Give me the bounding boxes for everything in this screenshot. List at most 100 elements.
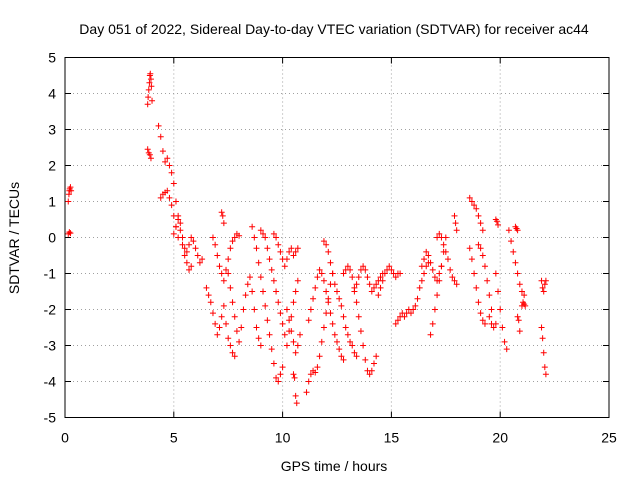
data-point [181, 245, 188, 252]
data-point [275, 378, 282, 385]
data-point [257, 227, 264, 234]
data-point [516, 328, 523, 335]
data-point [481, 320, 488, 327]
data-point [512, 259, 519, 266]
data-point [340, 313, 347, 320]
data-point [353, 299, 360, 306]
data-point [477, 310, 484, 317]
data-point [172, 223, 179, 230]
data-point [273, 288, 280, 295]
series-arc-10 [218, 209, 227, 227]
data-point [275, 241, 282, 248]
data-point [493, 218, 500, 225]
data-point [286, 248, 293, 255]
data-point [490, 324, 497, 331]
series-arc-5 [155, 122, 195, 273]
data-point [492, 270, 499, 277]
series-arc-37 [518, 299, 529, 309]
data-point [538, 324, 545, 331]
y-tick-label: -2 [44, 302, 57, 318]
data-point [281, 331, 288, 338]
data-point [170, 180, 177, 187]
data-point [305, 378, 312, 385]
y-tick-label: -1 [44, 266, 57, 282]
data-point [277, 310, 284, 317]
data-point [434, 292, 441, 299]
x-tick-label: 5 [170, 430, 178, 446]
data-point [331, 281, 338, 288]
y-axis-title: SDTVAR / TECUs [6, 182, 22, 294]
data-point [231, 353, 238, 360]
data-point [279, 320, 286, 327]
data-point [207, 299, 214, 306]
data-point [290, 338, 297, 345]
x-tick-label: 25 [601, 430, 617, 446]
data-point [541, 281, 548, 288]
data-point [514, 313, 521, 320]
grid-lines [65, 57, 609, 418]
data-point [418, 263, 425, 270]
series-arc-16 [290, 371, 300, 407]
data-point [218, 270, 225, 277]
data-point [355, 274, 362, 281]
data-point [294, 342, 301, 349]
series-arc-21 [351, 263, 386, 295]
data-point [340, 356, 347, 363]
data-point [466, 194, 473, 201]
data-point [347, 338, 354, 345]
data-point [381, 270, 388, 277]
series-arc-11 [225, 270, 264, 349]
data-point [255, 335, 262, 342]
data-point [183, 248, 190, 255]
data-point [416, 284, 423, 291]
data-point [518, 288, 525, 295]
data-point [366, 371, 373, 378]
data-point [368, 288, 375, 295]
y-tick-label: -5 [44, 410, 57, 426]
data-point [410, 306, 417, 313]
data-point [436, 277, 443, 284]
data-point [186, 241, 193, 248]
data-point [388, 266, 395, 273]
y-tick-label: 4 [48, 86, 56, 102]
data-point [477, 220, 484, 227]
data-point [146, 151, 153, 158]
data-point [212, 241, 219, 248]
data-point [209, 234, 216, 241]
data-point [199, 256, 206, 263]
data-point [429, 320, 436, 327]
data-point [392, 274, 399, 281]
data-point [266, 331, 273, 338]
data-point [266, 256, 273, 263]
data-point [508, 238, 515, 245]
data-point [183, 259, 190, 266]
data-point [179, 241, 186, 248]
data-point [379, 277, 386, 284]
data-point [231, 234, 238, 241]
data-point [305, 317, 312, 324]
data-point [421, 270, 428, 277]
series-arc-17 [303, 270, 336, 396]
data-point [264, 245, 271, 252]
data-point [338, 353, 345, 360]
data-point [205, 292, 212, 299]
series-arc-33 [492, 270, 510, 353]
data-point [292, 349, 299, 356]
data-point [172, 198, 179, 205]
data-point [223, 266, 230, 273]
data-point [149, 97, 156, 104]
data-point [423, 248, 430, 255]
data-point [307, 371, 314, 378]
series-arc-4 [144, 146, 154, 162]
data-point [514, 270, 521, 277]
data-point [275, 299, 282, 306]
data-point [407, 310, 414, 317]
data-point [373, 281, 380, 288]
series-arc-28 [466, 194, 486, 234]
x-axis-title: GPS time / hours [281, 458, 388, 474]
data-point [449, 274, 456, 281]
data-point [293, 400, 300, 407]
data-point [264, 317, 271, 324]
data-point [273, 374, 280, 381]
data-point [268, 346, 275, 353]
